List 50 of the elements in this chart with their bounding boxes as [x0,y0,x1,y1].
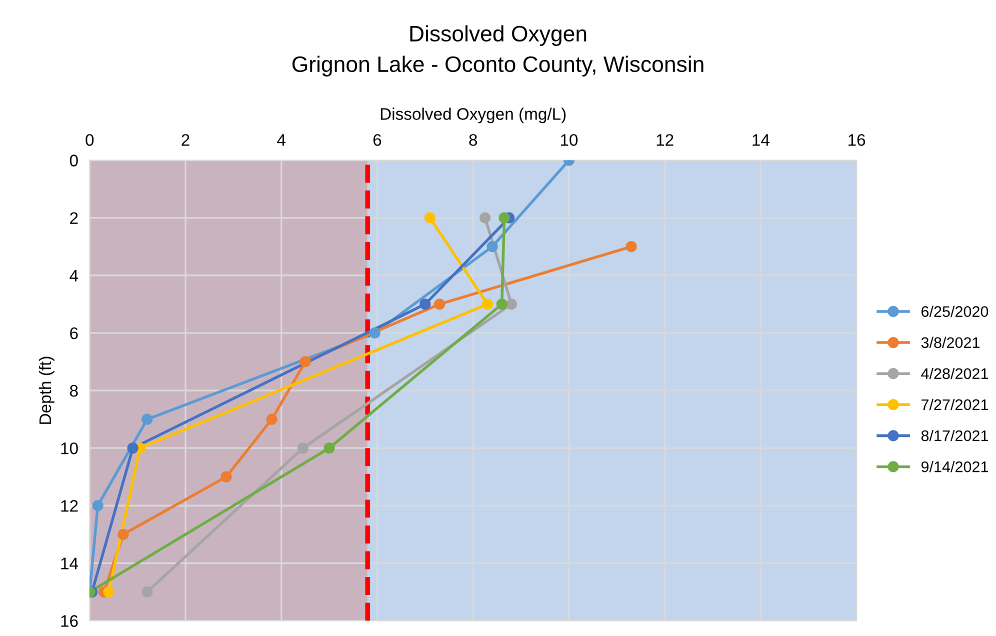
y-tick-label: 0 [70,154,78,166]
y-tick-label: 12 [61,500,78,512]
point [506,298,517,310]
x-tick-label: 16 [848,134,866,146]
x-tick-label: 0 [86,134,94,146]
point [424,212,436,224]
point [434,298,446,310]
legend-label: 9/14/2021 [921,461,988,472]
point [324,442,335,454]
chart-title: Dissolved Oxygen [410,25,586,46]
x-tick-label: 6 [373,134,382,146]
point [220,471,232,482]
legend-label: 6/25/2020 [922,306,988,317]
point [92,500,104,512]
x-tick-label: 14 [752,134,770,146]
point [486,241,498,252]
y-tick-label: 10 [61,442,78,454]
point [369,327,380,338]
point [626,241,637,252]
y-tick-label: 16 [61,615,78,627]
x-tick-label: 4 [277,134,286,146]
x-axis-title: Dissolved Oxygen (mg/L) [380,108,566,124]
y-tick-label: 14 [61,558,78,570]
x-tick-label: 12 [656,134,674,146]
point [496,298,508,310]
point [118,528,129,540]
point [266,414,278,425]
point [103,586,114,598]
x-tick-label: 10 [560,134,578,146]
point [297,442,308,454]
point [142,414,153,425]
y-tick-label: 8 [70,384,78,397]
legend-label: 8/17/2021 [921,430,988,442]
point [480,212,491,224]
y-tick-label: 6 [70,327,78,340]
legend-label: 7/27/2021 [922,398,988,410]
point [498,212,510,224]
point [127,442,138,454]
chart-subtitle: Grignon Lake - Oconto County, Wisconsin [292,56,704,76]
point [482,298,494,310]
legend-label: 4/28/2021 [921,368,988,380]
point [142,586,153,598]
y-tick-label: 2 [70,212,78,224]
legend-label: 3/8/2021 [921,336,980,348]
y-tick-label: 4 [70,270,78,282]
x-tick-label: 2 [182,134,190,146]
point [300,356,311,368]
point [420,298,431,310]
x-tick-label: 8 [469,134,478,146]
y-axis-title: Depth (ft) [38,356,54,424]
